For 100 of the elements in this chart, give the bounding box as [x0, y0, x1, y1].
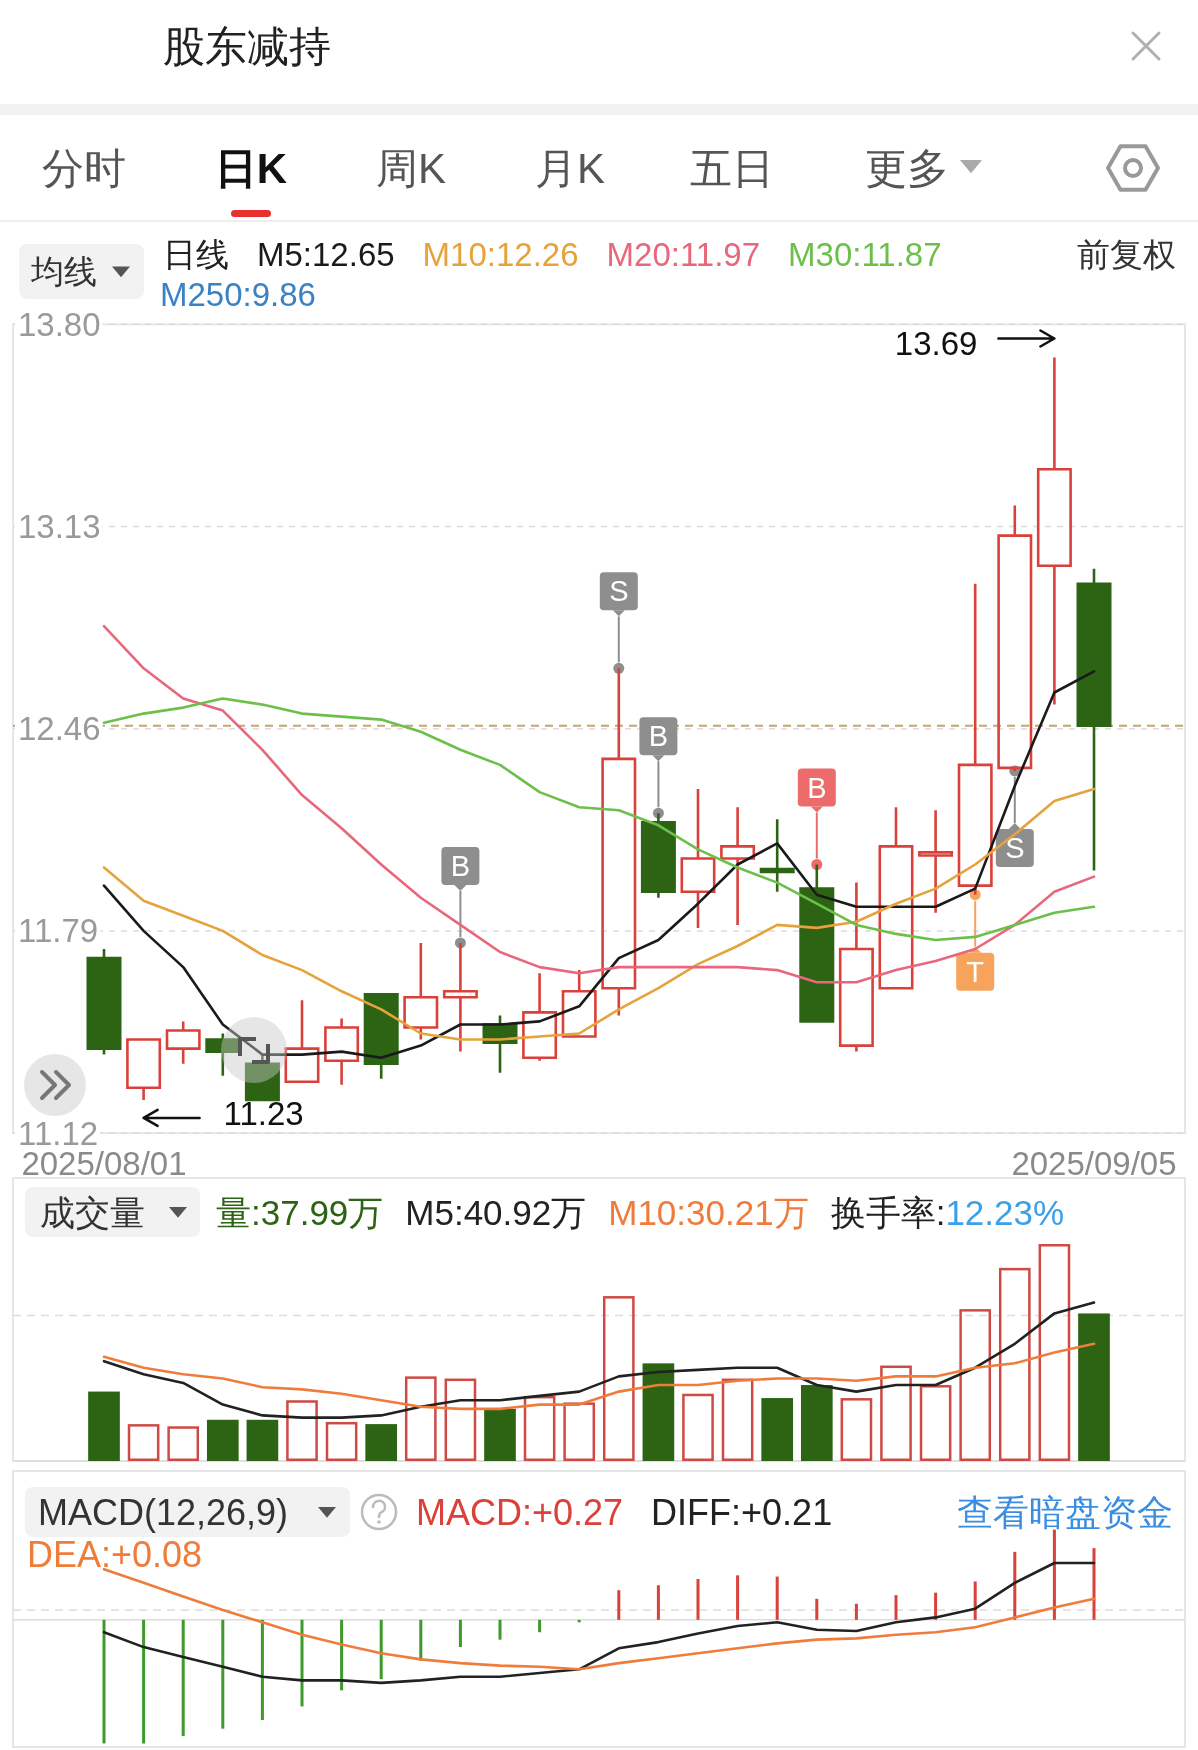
series-label: DEA:+0.08: [27, 1533, 203, 1575]
candlestick: [838, 881, 874, 1053]
bar: [340, 1619, 344, 1691]
bar: [800, 1385, 833, 1461]
bar: [617, 1590, 621, 1620]
text: M30:11.87: [788, 235, 942, 273]
y-tick-label: 13.80: [18, 305, 101, 343]
bar: [458, 1619, 462, 1648]
text: 月K: [534, 144, 606, 192]
candlestick: [126, 1038, 162, 1102]
bar: [404, 1376, 437, 1461]
legend-title: 日线: [163, 235, 229, 273]
bar: [602, 1296, 635, 1461]
bar: [221, 1619, 225, 1729]
y-tick-label: 11.79: [18, 912, 99, 950]
line-series: [102, 624, 1096, 984]
bar: [325, 1421, 358, 1461]
bar: [682, 1393, 714, 1461]
candlestick: [284, 999, 320, 1084]
bar: [88, 1391, 120, 1461]
text: 成交量: [40, 1192, 145, 1232]
data-label: S: [609, 575, 629, 608]
data-label: B: [807, 771, 827, 804]
candlestick: [165, 1020, 201, 1065]
bar: [815, 1598, 819, 1620]
bar: [300, 1619, 304, 1707]
bar: [260, 1619, 264, 1721]
bar: [102, 1619, 106, 1744]
text: 更多: [865, 144, 949, 192]
text: M20:11.97: [606, 235, 761, 273]
y-tick-label: 13.13: [18, 508, 101, 545]
bar: [894, 1595, 898, 1620]
candlestick: [1076, 567, 1112, 872]
bar: [656, 1585, 660, 1620]
data-label: S: [1005, 831, 1025, 864]
x-tick-label: 2025/09/05: [1011, 1144, 1177, 1182]
candlestick: [86, 947, 122, 1056]
text: 五日: [690, 144, 774, 192]
text: 周K: [375, 144, 447, 192]
bar: [379, 1619, 383, 1680]
candlestick: [1036, 356, 1072, 706]
bar: [286, 1400, 318, 1461]
bar: [444, 1378, 477, 1461]
bar: [696, 1579, 700, 1620]
candlestick: [205, 1032, 241, 1078]
candlestick: [522, 971, 558, 1062]
text: 分时: [42, 144, 126, 192]
data-label: T: [966, 955, 985, 988]
y-tick-label: 12.46: [18, 710, 101, 748]
bar: [998, 1267, 1031, 1461]
text: 量:37.99万: [216, 1192, 384, 1232]
candlestick: [403, 941, 439, 1041]
bar: [142, 1619, 146, 1744]
bar: [538, 1619, 542, 1633]
text: M5:12.65: [257, 235, 395, 273]
bar: [1038, 1244, 1071, 1461]
bar: [761, 1398, 794, 1461]
text: M250:9.86: [160, 275, 316, 313]
bar: [365, 1424, 398, 1461]
text: 日K: [214, 144, 288, 192]
bar: [642, 1363, 675, 1461]
annotation: 查看暗盘资金: [957, 1491, 1173, 1533]
bar: [721, 1378, 754, 1461]
bar: [1078, 1313, 1110, 1461]
data-label: B: [648, 720, 669, 753]
text: M5:40.92万: [405, 1192, 587, 1232]
bar: [484, 1408, 516, 1461]
text: 均线: [30, 253, 97, 290]
bar: [498, 1619, 502, 1640]
candlestick: [720, 805, 756, 927]
annotation: MACD(12,26,9): [38, 1491, 289, 1533]
bar: [840, 1398, 873, 1461]
bar: [1092, 1548, 1096, 1620]
text: 股东减持: [163, 22, 331, 70]
annotation: 11.23: [223, 1095, 304, 1133]
candlestick: [324, 1017, 360, 1087]
bar: [1052, 1529, 1056, 1620]
candlestick: [759, 817, 795, 893]
bar: [854, 1603, 858, 1620]
candlestick: [878, 805, 914, 990]
bar: [919, 1385, 952, 1461]
candlestick: [680, 787, 716, 930]
bar: [206, 1419, 239, 1461]
text: 前复权: [1077, 235, 1176, 273]
text: 换手率:12.23%: [830, 1192, 1065, 1232]
data-label: B: [450, 849, 471, 882]
line-series: [102, 697, 1096, 942]
bar: [181, 1619, 185, 1737]
annotation: 13.69: [894, 325, 978, 362]
bar: [736, 1575, 740, 1620]
bar: [1013, 1551, 1017, 1620]
bar: [167, 1426, 200, 1461]
candlestick: [561, 968, 597, 1038]
candlestick: [363, 993, 399, 1081]
bar: [775, 1576, 779, 1620]
bar: [973, 1581, 977, 1620]
candlestick: [918, 808, 954, 915]
bar: [959, 1309, 992, 1461]
text: M10:30.21万: [608, 1192, 809, 1232]
bar: [127, 1424, 160, 1461]
